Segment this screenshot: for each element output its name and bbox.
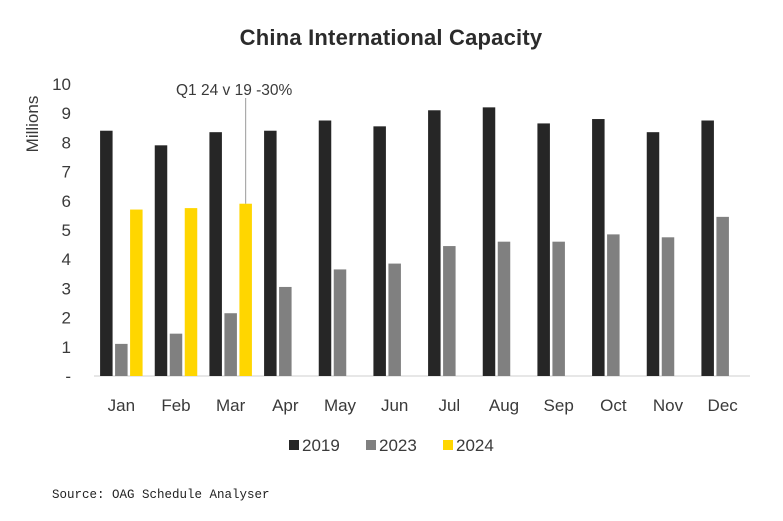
bar-2024-feb bbox=[184, 208, 198, 376]
legend-label: 2024 bbox=[456, 436, 494, 455]
bar-2024-jan bbox=[130, 209, 143, 376]
bar-2023-jan bbox=[115, 343, 128, 376]
bar-2019-jan bbox=[100, 130, 113, 376]
bar-2023-dec bbox=[716, 216, 729, 376]
x-tick-label: Feb bbox=[161, 396, 190, 415]
bar-2023-jun bbox=[388, 263, 401, 376]
bar-2023-nov bbox=[661, 237, 675, 376]
y-tick-label: 3 bbox=[62, 279, 71, 298]
chart-title: China International Capacity bbox=[240, 25, 543, 50]
bar-2019-dec bbox=[701, 120, 714, 376]
x-tick-label: Jan bbox=[108, 396, 135, 415]
legend: 2019 2023 2024 bbox=[289, 436, 494, 455]
bar-2019-may bbox=[318, 120, 332, 376]
bar-2023-jul bbox=[443, 246, 456, 376]
source-note: Source: OAG Schedule Analyser bbox=[52, 488, 270, 502]
x-axis-ticks: Jan Feb Mar Apr May Jun Jul Aug Sep Oct Nov Dec bbox=[108, 396, 739, 415]
legend-swatch-2024 bbox=[443, 440, 453, 450]
y-axis-ticks: - 1 2 3 4 5 6 7 8 9 10 bbox=[52, 75, 71, 386]
y-axis-label: Millions bbox=[23, 96, 42, 153]
bar-2019-jul bbox=[428, 110, 441, 376]
x-tick-label: Sep bbox=[544, 396, 574, 415]
legend-label: 2019 bbox=[302, 436, 340, 455]
y-tick-label: 4 bbox=[62, 250, 71, 269]
annotation-text: Q1 24 v 19 -30% bbox=[176, 82, 293, 99]
bar-2023-oct bbox=[607, 234, 620, 376]
y-tick-label: 8 bbox=[62, 133, 71, 152]
bar-2023-apr bbox=[279, 286, 292, 376]
x-tick-label: Mar bbox=[216, 396, 246, 415]
y-tick-label: - bbox=[65, 367, 71, 386]
annotation: Q1 24 v 19 -30% bbox=[176, 82, 293, 204]
x-tick-label: Jul bbox=[438, 396, 460, 415]
x-tick-label: Dec bbox=[708, 396, 739, 415]
bar-2019-nov bbox=[646, 132, 660, 376]
bar-2019-jun bbox=[373, 126, 386, 376]
y-tick-label: 5 bbox=[62, 221, 71, 240]
bar-2023-may bbox=[333, 269, 347, 376]
bar-2019-oct bbox=[592, 119, 605, 376]
bar-2024-mar bbox=[239, 203, 252, 376]
y-tick-label: 9 bbox=[62, 104, 71, 123]
bar-2023-sep bbox=[552, 241, 565, 376]
bar-2019-apr bbox=[264, 130, 277, 376]
legend-label: 2023 bbox=[379, 436, 417, 455]
y-tick-label: 10 bbox=[52, 75, 71, 94]
bar-2023-mar bbox=[224, 313, 237, 376]
bar-2019-aug bbox=[482, 107, 496, 377]
bar-2023-feb bbox=[169, 333, 183, 376]
legend-swatch-2019 bbox=[289, 440, 299, 450]
bar-2019-mar bbox=[209, 132, 222, 376]
bar-2019-feb bbox=[154, 145, 168, 376]
x-tick-label: May bbox=[324, 396, 357, 415]
bars bbox=[100, 107, 729, 377]
x-tick-label: Nov bbox=[653, 396, 684, 415]
x-tick-label: Oct bbox=[600, 396, 627, 415]
y-tick-label: 1 bbox=[62, 338, 71, 357]
legend-swatch-2023 bbox=[366, 440, 376, 450]
y-tick-label: 2 bbox=[62, 309, 71, 328]
y-tick-label: 7 bbox=[62, 163, 71, 182]
y-tick-label: 6 bbox=[62, 192, 71, 211]
bar-2019-sep bbox=[537, 123, 550, 376]
x-tick-label: Jun bbox=[381, 396, 408, 415]
bar-2023-aug bbox=[497, 241, 511, 376]
x-tick-label: Apr bbox=[272, 396, 299, 415]
x-tick-label: Aug bbox=[489, 396, 519, 415]
